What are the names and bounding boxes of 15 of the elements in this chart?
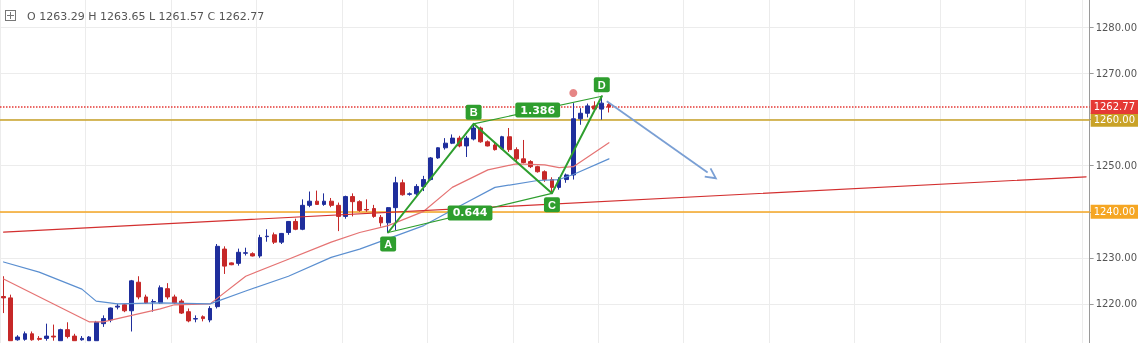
y-tick-label: 1230.00 <box>1095 252 1138 264</box>
data-label: B <box>469 106 478 119</box>
text: O 1263.29 H 1263.65 L 1261.57 C 1262.77 <box>27 10 265 23</box>
data-label: A <box>384 238 393 250</box>
ref-line-label: 1260.00 <box>1093 114 1136 126</box>
y-tick-label: 1280.00 <box>1095 22 1138 34</box>
data-label: C <box>547 198 556 211</box>
series-label: 1.386 <box>520 103 556 117</box>
data-label: D <box>597 78 606 91</box>
y-tick-label: 1270.00 <box>1095 68 1138 80</box>
ref-line-label: 1240.00 <box>1093 206 1136 218</box>
series-label: 0.644 <box>452 206 488 220</box>
ref-line-label: 1262.77 <box>1093 101 1136 113</box>
y-tick-label: 1250.00 <box>1095 160 1138 172</box>
y-tick-label: 1220.00 <box>1095 298 1138 310</box>
